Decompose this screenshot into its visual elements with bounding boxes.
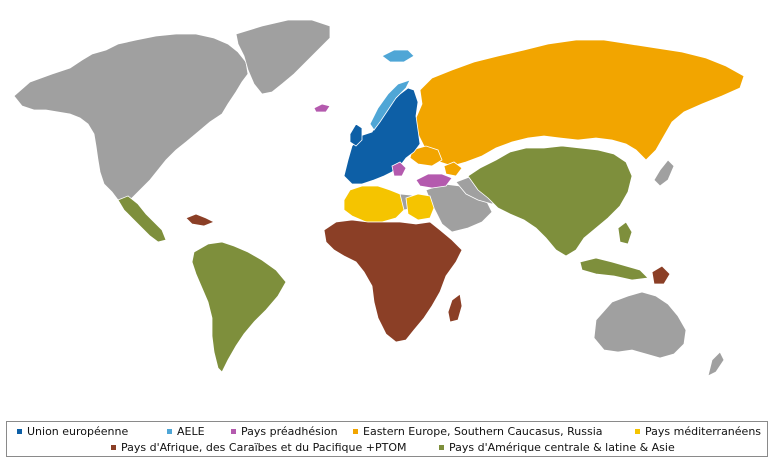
legend-row-2: Pays d'Afrique, des Caraïbes et du Pacif…	[7, 440, 767, 456]
legend-row-1: Union européenne AELE Pays préadhésion E…	[7, 424, 767, 440]
mexico-central-america-shape	[117, 195, 167, 243]
papua-shape	[651, 265, 671, 285]
legend-swatch-eastern	[353, 429, 358, 434]
ukraine-shape	[409, 145, 443, 167]
region-ala	[117, 145, 649, 373]
region-mediterranean	[343, 185, 435, 223]
south-america-shape	[191, 241, 287, 373]
region-preaccession	[313, 103, 453, 189]
legend-label-efta: AELE	[177, 425, 205, 438]
balkans-shape	[391, 161, 407, 177]
japan-shape	[653, 159, 675, 187]
legend-item-preaccession: Pays préadhésion	[231, 424, 338, 440]
legend-label-preaccession: Pays préadhésion	[241, 425, 338, 438]
legend-swatch-preaccession	[231, 429, 236, 434]
region-eastern	[409, 39, 745, 177]
region-acp	[185, 213, 671, 343]
region-efta	[369, 49, 415, 131]
legend-label-eu: Union européenne	[27, 425, 129, 438]
uk-shape	[349, 123, 363, 147]
iceland-shape	[381, 49, 415, 63]
madagascar-shape	[447, 293, 463, 323]
svalbard-shape	[313, 103, 331, 113]
legend-label-eastern: Eastern Europe, Southern Caucasus, Russi…	[363, 425, 603, 438]
norway-shape	[369, 79, 411, 131]
map-legend: Union européenne AELE Pays préadhésion E…	[6, 421, 768, 457]
legend-swatch-mediterranean	[635, 429, 640, 434]
africa-shape	[323, 219, 463, 343]
greenland-shape	[235, 19, 331, 95]
legend-swatch-ala	[439, 445, 444, 450]
legend-label-mediterranean: Pays méditerranéens	[645, 425, 762, 438]
legend-swatch-acp	[111, 445, 116, 450]
caucasus-shape	[443, 161, 463, 177]
se-asia-islands-shape	[579, 257, 649, 281]
philippines-shape	[617, 221, 633, 245]
legend-item-ala: Pays d'Amérique centrale & latine & Asie	[439, 440, 675, 456]
north-america-shape	[13, 33, 249, 205]
caribbean-shape	[185, 213, 215, 227]
europe-eu-shape	[343, 87, 421, 185]
egypt-levant-shape	[405, 193, 435, 221]
new-zealand-shape	[707, 351, 725, 377]
region-other	[13, 19, 725, 377]
legend-item-efta: AELE	[167, 424, 205, 440]
region-eu	[343, 87, 421, 185]
legend-label-ala: Pays d'Amérique centrale & latine & Asie	[449, 441, 675, 454]
north-africa-shape	[343, 185, 405, 223]
legend-item-mediterranean: Pays méditerranéens	[635, 424, 761, 440]
turkey-shape	[415, 173, 453, 189]
legend-item-eu: Union européenne	[17, 424, 128, 440]
russia-shape	[415, 39, 745, 167]
legend-item-acp: Pays d'Afrique, des Caraïbes et du Pacif…	[111, 440, 407, 456]
legend-swatch-efta	[167, 429, 172, 434]
world-map	[13, 19, 745, 377]
australia-shape	[593, 291, 687, 359]
legend-item-eastern: Eastern Europe, Southern Caucasus, Russi…	[353, 424, 603, 440]
asia-shape	[467, 145, 633, 257]
legend-label-acp: Pays d'Afrique, des Caraïbes et du Pacif…	[121, 441, 407, 454]
legend-swatch-eu	[17, 429, 22, 434]
